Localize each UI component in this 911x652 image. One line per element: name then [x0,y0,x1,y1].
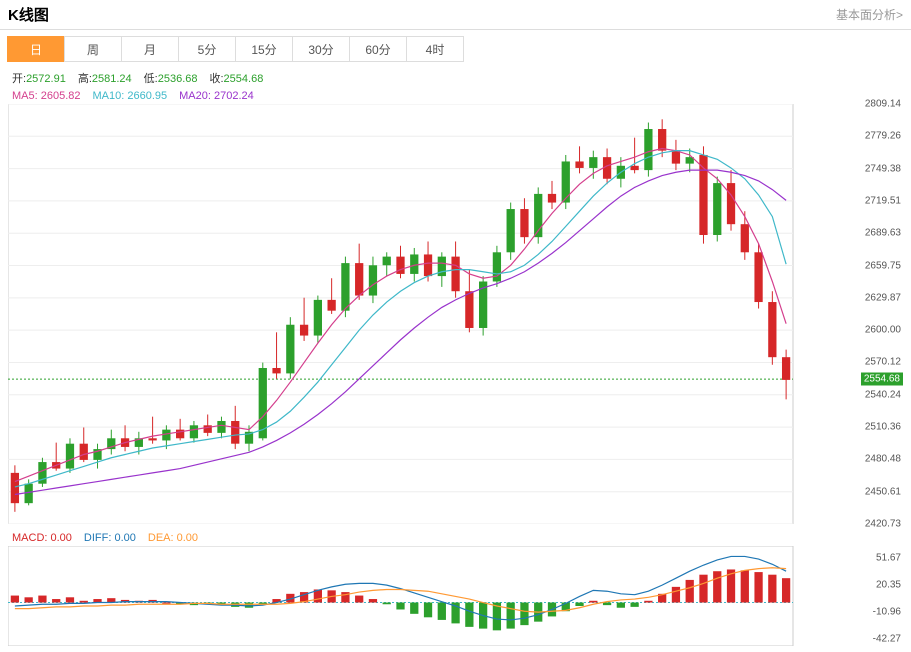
y-axis-label: 2719.51 [865,195,901,206]
y-axis-label: 2480.48 [865,454,901,465]
macd-legend-item: DIFF: 0.00 [84,532,136,544]
tab-5分[interactable]: 5分 [178,36,236,62]
macd-info: MACD: 0.00 DIFF: 0.00 DEA: 0.00 [8,530,903,546]
y-axis-label: 2809.14 [865,99,901,110]
y-axis-label: 2570.12 [865,357,901,368]
macd-legend-item: DEA: 0.00 [148,532,198,544]
y-axis-label: 2689.63 [865,228,901,239]
ma-legend-item: MA10: 2660.95 [93,90,168,102]
macd-axis-label: -10.96 [873,607,901,618]
y-axis-label: 2450.61 [865,486,901,497]
macd-axis-label: 51.67 [876,552,901,563]
tab-日[interactable]: 日 [7,36,65,62]
tab-60分[interactable]: 60分 [349,36,407,62]
chart-title: K线图 [8,4,49,25]
ohlc-info: 开:2572.91 高:2581.24 低:2536.68 收:2554.68 [8,68,903,88]
ma-info: MA5: 2605.82 MA10: 2660.95 MA20: 2702.24 [8,88,903,104]
macd-chart[interactable]: -42.27 -10.96 20.35 51.67 [8,546,903,646]
y-axis-label: 2659.75 [865,260,901,271]
macd-axis-label: 20.35 [876,579,901,590]
tab-15分[interactable]: 15分 [235,36,293,62]
y-axis-label: 2779.26 [865,131,901,142]
fundamental-analysis-link[interactable]: 基本面分析> [836,6,903,23]
y-axis-label: 2540.24 [865,389,901,400]
tab-30分[interactable]: 30分 [292,36,350,62]
y-axis-label: 2420.73 [865,519,901,530]
timeframe-tabs: 日周月5分15分30分60分4时 [0,30,911,68]
tab-4时[interactable]: 4时 [406,36,464,62]
macd-axis-label: -42.27 [873,634,901,645]
y-axis-label: 2749.38 [865,163,901,174]
y-axis-label: 2629.87 [865,292,901,303]
ma-legend-item: MA20: 2702.24 [179,90,254,102]
tab-周[interactable]: 周 [64,36,122,62]
candlestick-chart[interactable]: 2420.732450.612480.482510.362540.242570.… [8,104,903,524]
macd-legend-item: MACD: 0.00 [12,532,72,544]
current-price-tag: 2554.68 [861,373,903,386]
y-axis-label: 2510.36 [865,422,901,433]
y-axis-label: 2600.00 [865,325,901,336]
ma-legend-item: MA5: 2605.82 [12,90,81,102]
tab-月[interactable]: 月 [121,36,179,62]
